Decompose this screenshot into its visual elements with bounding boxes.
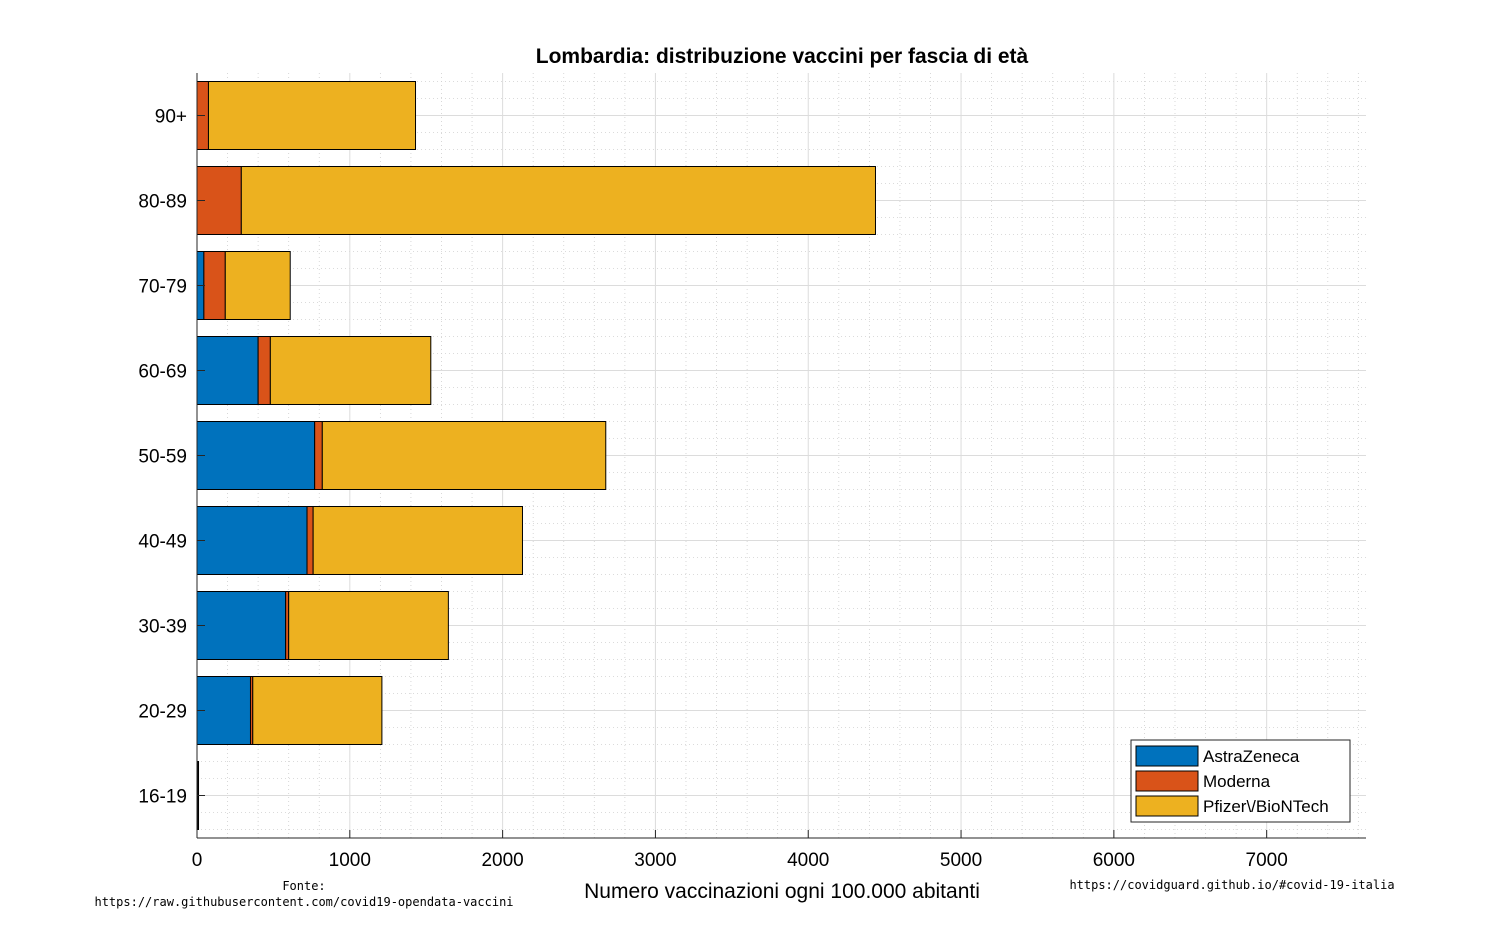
chart-title: Lombardia: distribuzione vaccini per fas… xyxy=(536,45,1029,68)
bar-90+-series-2 xyxy=(207,81,417,150)
bar-50-59-series-0 xyxy=(196,421,316,490)
y-tick-label-70-79: 70-79 xyxy=(138,277,187,298)
y-tick-labels: 16-19 20-29 30-39 40-49 50-59 60-69 70-79 80-89… xyxy=(138,107,187,808)
y-tick-label-50-59: 50-59 xyxy=(138,447,187,468)
legend-swatch-0 xyxy=(1135,745,1199,767)
y-tick-label-16-19: 16-19 xyxy=(138,787,187,808)
bar-40-49-series-2 xyxy=(312,506,523,575)
x-tick-label: 3000 xyxy=(634,850,676,871)
source-url: https://raw.githubusercontent.com/covid1… xyxy=(94,895,513,909)
bar-60-69-series-2 xyxy=(269,336,432,405)
x-tick-labels: 0 1000 2000 3000 4000 5000 6000 7000 xyxy=(192,850,1288,871)
y-tick-label-40-49: 40-49 xyxy=(138,532,187,553)
axes xyxy=(196,73,1366,839)
bar-50-59-series-1 xyxy=(314,421,323,490)
site-url: https://covidguard.github.io/#covid-19-i… xyxy=(1069,878,1394,892)
bar-30-39-series-0 xyxy=(196,591,287,660)
bar-40-49-series-1 xyxy=(306,506,314,575)
y-tick-label-60-69: 60-69 xyxy=(138,362,187,383)
bar-70-79-series-2 xyxy=(224,251,291,320)
x-tick-label: 4000 xyxy=(787,850,829,871)
bar-50-59-series-2 xyxy=(321,421,607,490)
x-tick-label: 2000 xyxy=(481,850,523,871)
y-tick-label-30-39: 30-39 xyxy=(138,617,187,638)
y-tick-label-20-29: 20-29 xyxy=(138,702,187,723)
bar-60-69-series-0 xyxy=(196,336,259,405)
x-tick-label: 7000 xyxy=(1246,850,1288,871)
bar-60-69-series-1 xyxy=(257,336,271,405)
bar-40-49-series-0 xyxy=(196,506,308,575)
bar-30-39-series-2 xyxy=(288,591,449,660)
legend: AstraZeneca Moderna Pfizer\/BioNTech xyxy=(1130,739,1351,823)
bar-80-89-series-2 xyxy=(240,166,876,235)
bar-20-29-series-2 xyxy=(252,676,383,745)
x-tick-label: 0 xyxy=(192,850,203,871)
y-tick-label-90+: 90+ xyxy=(155,107,187,128)
legend-swatch-1 xyxy=(1135,770,1199,792)
x-axis-label: Numero vaccinazioni ogni 100.000 abitant… xyxy=(584,880,980,903)
legend-swatch-2 xyxy=(1135,795,1199,817)
bars xyxy=(196,81,876,830)
x-tick-label: 1000 xyxy=(329,850,371,871)
legend-label-2: Pfizer\/BioNTech xyxy=(1203,797,1329,816)
x-tick-label: 5000 xyxy=(940,850,982,871)
y-tick-label-80-89: 80-89 xyxy=(138,192,187,213)
legend-label-1: Moderna xyxy=(1203,772,1271,791)
bar-70-79-series-1 xyxy=(203,251,226,320)
x-tick-label: 6000 xyxy=(1093,850,1135,871)
source-label: Fonte: xyxy=(282,879,325,893)
bar-20-29-series-0 xyxy=(196,676,251,745)
legend-label-0: AstraZeneca xyxy=(1203,747,1300,766)
